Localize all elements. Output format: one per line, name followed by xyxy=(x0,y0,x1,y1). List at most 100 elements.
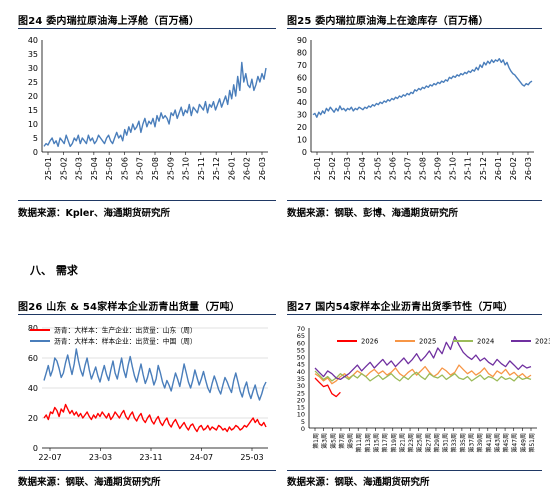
series-line-0 xyxy=(43,403,267,433)
x-tick-label: 25-06 xyxy=(120,157,129,180)
x-tick-label: 第5周 xyxy=(329,433,337,449)
panel-fig25: 图25 委内瑞拉原油海上在途库存（百万桶） 0 10 20 30 40 50 60 70 80 9… xyxy=(287,12,542,222)
fig24-title: 图24 委内瑞拉原油海上浮舱（百万桶） xyxy=(18,16,200,27)
y-tick-label: 60 xyxy=(28,354,38,363)
fig24-title-rule xyxy=(18,28,276,30)
legend-label: 2024 xyxy=(477,338,494,346)
y-tick-label: 10 xyxy=(28,120,38,129)
series-line-2026 xyxy=(314,377,341,398)
x-tick-label: 第47周 xyxy=(511,433,519,453)
x-tick-label: 25-11 xyxy=(464,157,473,180)
x-tick-label: 23-03 xyxy=(89,453,112,462)
y-tick-label: 90 xyxy=(297,36,307,45)
x-tick-label: 25-09 xyxy=(166,157,175,180)
y-tick-label: 55 xyxy=(297,346,305,354)
panel-fig27: 图27 国内54家样本企业沥青出货季节性（万吨） 0 5 10 15 20 25 30 35 4… xyxy=(287,298,550,493)
x-tick-label: 23-11 xyxy=(139,453,162,462)
section-heading: 八、 需求 xyxy=(30,264,78,277)
x-tick-label: 25-11 xyxy=(197,157,206,180)
fig26-source: 数据来源：钢联、海通期货研究所 xyxy=(18,477,161,488)
x-tick-label: 25-01 xyxy=(313,157,322,180)
legend-label: 沥青：大样本：生产企业：出货量：山东（周） xyxy=(54,326,197,335)
y-tick-label: 70 xyxy=(297,325,305,333)
x-tick-label: 第43周 xyxy=(493,433,501,453)
fig26-title-rule xyxy=(18,314,276,316)
x-tick-label: 第11周 xyxy=(355,433,363,453)
y-tick-label: 40 xyxy=(297,98,307,107)
y-tick-label: 10 xyxy=(297,136,307,145)
y-tick-label: 20 xyxy=(297,123,307,132)
y-tick-label: 5 xyxy=(33,134,38,143)
x-tick-label: 25-05 xyxy=(105,157,114,180)
y-tick-label: 80 xyxy=(297,48,307,57)
x-tick-label: 第21周 xyxy=(398,433,406,453)
y-tick-label: 30 xyxy=(297,382,305,390)
x-tick-label: 25-08 xyxy=(151,157,160,180)
fig25-source: 数据来源：钢联、彭博、海通期货研究所 xyxy=(287,208,459,219)
fig25-title: 图25 委内瑞拉原油海上在途库存（百万桶） xyxy=(287,16,489,27)
x-tick-label: 25-04 xyxy=(358,157,367,180)
y-tick-label: 45 xyxy=(297,361,305,369)
y-tick-label: 20 xyxy=(297,396,305,404)
y-tick-label: 50 xyxy=(297,86,307,95)
y-tick-label: 80 xyxy=(28,324,38,333)
x-tick-label: 第17周 xyxy=(381,433,389,453)
x-tick-label: 第49周 xyxy=(519,433,527,453)
x-tick-label: 26-02 xyxy=(509,157,518,180)
x-tick-label: 25-02 xyxy=(59,157,68,180)
y-tick-label: 40 xyxy=(28,384,38,393)
x-tick-label: 25-10 xyxy=(449,157,458,180)
y-tick-label: 15 xyxy=(297,404,305,412)
y-tick-label: 40 xyxy=(297,368,305,376)
y-tick-label: 15 xyxy=(28,106,38,115)
series-line-0 xyxy=(43,61,267,148)
y-tick-label: 0 xyxy=(33,148,38,157)
x-tick-label: 25-04 xyxy=(90,157,99,180)
series-line-2024 xyxy=(314,370,532,382)
x-tick-label: 第41周 xyxy=(485,433,493,453)
x-tick-label: 25-06 xyxy=(388,157,397,180)
fig24-source: 数据来源：Kpler、海通期货研究所 xyxy=(18,208,171,219)
x-tick-label: 25-01 xyxy=(44,157,53,180)
x-tick-label: 第19周 xyxy=(390,433,398,453)
fig26-title: 图26 山东 & 54家样本企业沥青出货量（万吨） xyxy=(18,302,240,313)
x-tick-label: 25-07 xyxy=(403,157,412,180)
x-tick-label: 第51周 xyxy=(528,433,536,453)
x-tick-label: 26-01 xyxy=(494,157,503,180)
y-tick-label: 50 xyxy=(297,354,305,362)
panel-fig24: 图24 委内瑞拉原油海上浮舱（百万桶） 0 5 10 15 20 25 30 35 40 25-0… xyxy=(18,12,276,222)
x-tick-label: 25-08 xyxy=(419,157,428,180)
fig27-bottom-rule xyxy=(287,470,542,472)
x-tick-label: 25-02 xyxy=(328,157,337,180)
y-tick-label: 20 xyxy=(28,92,38,101)
fig27-title-rule xyxy=(287,314,542,316)
y-tick-label: 0 xyxy=(301,425,305,433)
series-line-1 xyxy=(43,348,267,401)
y-tick-label: 0 xyxy=(33,444,38,453)
y-tick-label: 30 xyxy=(297,111,307,120)
x-tick-label: 第23周 xyxy=(407,433,415,453)
y-tick-label: 0 xyxy=(302,148,307,157)
x-tick-label: 25-03 xyxy=(75,157,84,180)
x-tick-label: 25-03 xyxy=(343,157,352,180)
chart24: 0 5 10 15 20 25 30 35 40 25-01 25-02 25-03 25-04 25-0… xyxy=(28,36,268,180)
y-tick-label: 60 xyxy=(297,73,307,82)
x-tick-label: 第35周 xyxy=(459,433,467,453)
x-tick-label: 25-12 xyxy=(479,157,488,180)
y-tick-label: 65 xyxy=(297,332,305,340)
fig27-source: 数据来源：钢联、海通期货研究所 xyxy=(287,477,430,488)
chart25: 0 10 20 30 40 50 60 70 80 90 25-01 25-02 25-03 25-04 2… xyxy=(297,36,534,180)
fig27-title: 图27 国内54家样本企业沥青出货季节性（万吨） xyxy=(287,302,514,313)
y-tick-label: 35 xyxy=(297,375,305,383)
legend-label: 2025 xyxy=(419,338,436,346)
x-tick-label: 26-02 xyxy=(243,157,252,180)
fig26-bottom-rule xyxy=(18,470,276,472)
x-tick-label: 25-05 xyxy=(373,157,382,180)
x-tick-label: 第7周 xyxy=(338,433,346,449)
x-tick-label: 26-03 xyxy=(524,157,533,180)
x-tick-label: 第33周 xyxy=(450,433,458,453)
fig24-bottom-rule xyxy=(18,200,276,202)
x-tick-label: 第45周 xyxy=(502,433,510,453)
x-tick-label: 第31周 xyxy=(442,433,450,453)
